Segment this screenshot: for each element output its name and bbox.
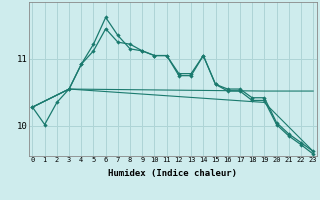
X-axis label: Humidex (Indice chaleur): Humidex (Indice chaleur)	[108, 169, 237, 178]
